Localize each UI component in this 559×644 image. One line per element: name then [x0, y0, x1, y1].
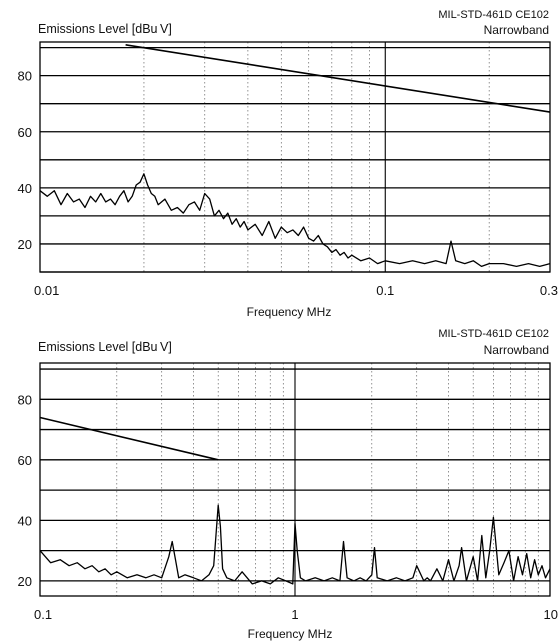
- x-tick-label: 0.1: [34, 607, 52, 622]
- y-tick-label: 80: [18, 392, 32, 407]
- measured-trace: [39, 173, 551, 268]
- limit-line: [39, 416, 219, 461]
- chart-title-right-line1: MIL-STD-461D CE102: [438, 9, 549, 21]
- plot-frame: [39, 41, 551, 273]
- x-tick-label: 0.1: [376, 283, 394, 298]
- x-tick-label: 10: [544, 607, 558, 622]
- plot-frame: [39, 362, 551, 597]
- x-tick-label: 1: [291, 607, 298, 622]
- y-tick-label: 20: [18, 237, 32, 252]
- x-tick-label: 0.01: [34, 283, 59, 298]
- chart-title-left: Emissions Level [dBu V]: [38, 22, 172, 36]
- y-tick-label: 80: [18, 69, 32, 84]
- x-axis-label: Frequency MHz: [248, 627, 333, 641]
- limit-line: [125, 44, 551, 113]
- y-tick-label: 60: [18, 125, 32, 140]
- chart-title-right-line2: Narrowband: [484, 343, 549, 357]
- y-tick-label: 60: [18, 453, 32, 468]
- y-tick-label: 40: [18, 181, 32, 196]
- x-tick-label: 0.3: [540, 283, 558, 298]
- grid: [40, 363, 550, 596]
- chart-title-left: Emissions Level [dBu V]: [38, 340, 172, 354]
- grid: [40, 42, 550, 273]
- y-tick-label: 20: [18, 574, 32, 589]
- chart-title-right-line1: MIL-STD-461D CE102: [438, 328, 549, 340]
- measured-trace: [39, 504, 551, 585]
- chart-panel-ce102-low: Emissions Level [dBu V] MIL-STD-461D CE1…: [18, 9, 558, 319]
- x-axis-label: Frequency MHz: [247, 305, 332, 319]
- y-tick-label: 40: [18, 513, 32, 528]
- chart-title-right-line2: Narrowband: [484, 23, 549, 37]
- chart-panel-ce102-high: Emissions Level [dBu V] MIL-STD-461D CE1…: [18, 328, 558, 641]
